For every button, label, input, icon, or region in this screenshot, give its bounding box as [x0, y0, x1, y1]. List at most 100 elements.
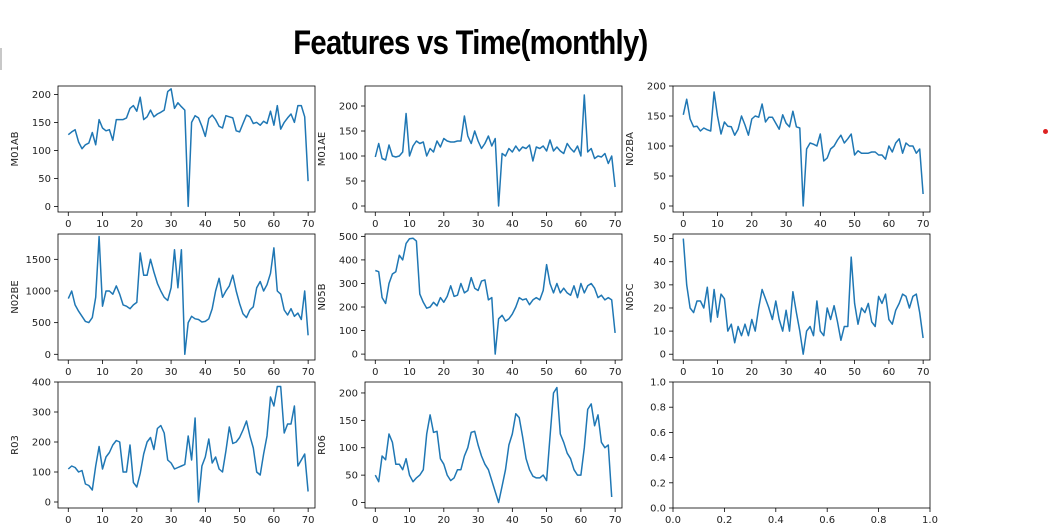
x-tick-label: 60 — [268, 515, 281, 526]
x-tick-label: 60 — [883, 219, 896, 230]
x-tick-label: 60 — [575, 515, 588, 526]
y-tick-label: 100 — [32, 146, 51, 157]
y-tick-label: 300 — [339, 279, 358, 290]
y-tick-label: 0.8 — [650, 403, 666, 414]
y-tick-label: 400 — [32, 378, 51, 389]
y-tick-label: 100 — [32, 468, 51, 479]
window-edge-marker — [0, 48, 2, 70]
y-tick-label: 200 — [339, 102, 358, 113]
x-tick-label: 30 — [165, 515, 178, 526]
x-tick-label: 0.4 — [768, 515, 784, 526]
x-tick-label: 30 — [472, 515, 485, 526]
axes-frame — [672, 85, 931, 213]
x-tick-label: 60 — [268, 367, 281, 378]
x-tick-label: 50 — [233, 219, 246, 230]
x-tick-label: 40 — [814, 219, 827, 230]
y-tick-label: 50 — [345, 177, 358, 188]
axes-frame — [672, 381, 931, 509]
y-tick-label: 150 — [647, 112, 666, 123]
y-tick-label: 200 — [32, 90, 51, 101]
chart-title: Features vs Time(monthly) — [293, 24, 648, 62]
x-tick-label: 20 — [437, 515, 450, 526]
subplot-2: 0 10 20 30 40 50 60 70 0 50 100 150 200 M01AE — [317, 85, 623, 230]
subplot-8: 0 10 20 30 40 50 60 70 0 50 100 150 200 R06 — [317, 381, 623, 526]
x-tick-label: 50 — [540, 367, 553, 378]
x-tick-label: 30 — [165, 367, 178, 378]
y-tick-label: 10 — [653, 327, 666, 338]
subplot-5: 0 10 20 30 40 50 60 70 0 100 200 300 400 500 N05B — [317, 232, 623, 378]
x-tick-label: 70 — [917, 219, 930, 230]
x-tick-label: 0 — [65, 367, 71, 378]
y-tick-label: 40 — [653, 257, 666, 268]
x-tick-label: 10 — [711, 367, 724, 378]
x-tick-label: 10 — [96, 219, 109, 230]
y-tick-label: 500 — [339, 232, 358, 243]
x-tick-label: 50 — [848, 367, 861, 378]
series-line — [67, 385, 309, 503]
x-tick-label: 30 — [780, 367, 793, 378]
y-tick-label: 100 — [339, 152, 358, 163]
y-tick-label: 150 — [339, 127, 358, 138]
x-tick-label: 20 — [745, 219, 758, 230]
x-tick-label: 40 — [814, 367, 827, 378]
subplot-7: 0 10 20 30 40 50 60 70 0 100 200 300 400 R03 — [10, 378, 316, 526]
x-tick-label: 10 — [403, 367, 416, 378]
x-tick-label: 0 — [680, 219, 686, 230]
y-tick-label: 0 — [45, 350, 51, 361]
y-tick-label: 0 — [660, 350, 666, 361]
series-line — [682, 91, 924, 207]
x-tick-label: 70 — [917, 367, 930, 378]
x-tick-label: 0.0 — [665, 515, 681, 526]
y-tick-label: 500 — [32, 318, 51, 329]
y-tick-label: 50 — [38, 174, 51, 185]
series-line — [374, 94, 616, 207]
x-tick-label: 0 — [680, 367, 686, 378]
series-line — [682, 238, 924, 355]
x-tick-label: 10 — [96, 515, 109, 526]
y-axis-label: M01AE — [317, 132, 328, 167]
series-line — [67, 88, 309, 208]
x-tick-label: 30 — [472, 367, 485, 378]
x-tick-label: 50 — [848, 219, 861, 230]
y-axis-label: N02BE — [10, 280, 21, 313]
y-axis-label: M01AB — [10, 131, 21, 166]
x-tick-label: 60 — [883, 367, 896, 378]
y-tick-label: 300 — [32, 408, 51, 419]
axes-frame — [57, 381, 316, 509]
y-tick-label: 200 — [32, 438, 51, 449]
y-tick-label: 50 — [653, 234, 666, 245]
x-tick-label: 20 — [130, 367, 143, 378]
axes-frame — [57, 85, 316, 213]
y-tick-label: 50 — [345, 471, 358, 482]
x-tick-label: 1.0 — [922, 515, 938, 526]
y-tick-label: 50 — [653, 172, 666, 183]
axes-frame — [57, 233, 316, 361]
axes-frame — [364, 85, 623, 213]
x-tick-label: 0.8 — [871, 515, 887, 526]
x-tick-label: 0.2 — [716, 515, 732, 526]
x-tick-label: 50 — [540, 515, 553, 526]
x-tick-label: 0 — [65, 219, 71, 230]
y-tick-label: 400 — [339, 255, 358, 266]
x-tick-label: 0 — [372, 367, 378, 378]
x-tick-label: 60 — [268, 219, 281, 230]
y-tick-label: 0 — [352, 202, 358, 213]
axes-frame — [364, 233, 623, 361]
x-tick-label: 70 — [302, 367, 315, 378]
y-tick-label: 0.2 — [650, 478, 666, 489]
x-tick-label: 0 — [65, 515, 71, 526]
x-tick-label: 0 — [372, 515, 378, 526]
subplot-6: 0 10 20 30 40 50 60 70 0 10 20 30 40 50 N05C — [625, 233, 931, 378]
y-tick-label: 150 — [339, 416, 358, 427]
x-tick-label: 40 — [199, 367, 212, 378]
x-tick-label: 40 — [506, 219, 519, 230]
y-axis-label: R06 — [317, 435, 328, 455]
y-tick-label: 200 — [647, 82, 666, 93]
red-dot-marker — [1043, 129, 1048, 134]
y-tick-label: 0.6 — [650, 428, 666, 439]
x-tick-label: 20 — [130, 515, 143, 526]
x-tick-label: 0 — [372, 219, 378, 230]
y-tick-label: 20 — [653, 303, 666, 314]
y-tick-label: 1.0 — [650, 378, 666, 389]
y-axis-label: N02BA — [625, 132, 636, 166]
